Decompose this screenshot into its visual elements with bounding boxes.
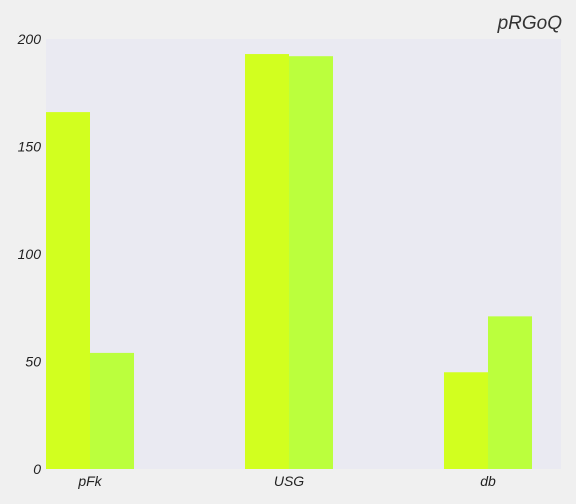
x-tick-label: pFk bbox=[77, 473, 102, 489]
x-tick-label: USG bbox=[274, 473, 304, 489]
chart-title: pRGoQ bbox=[497, 13, 563, 34]
bar-db-series-2 bbox=[488, 316, 532, 469]
y-tick-label: 150 bbox=[18, 139, 42, 155]
y-tick-label: 100 bbox=[18, 246, 42, 262]
bar-USG-series-1 bbox=[245, 54, 289, 470]
y-tick-label: 50 bbox=[25, 354, 41, 370]
bar-pFk-series-2 bbox=[90, 352, 134, 469]
bar-USG-series-2 bbox=[289, 56, 333, 469]
x-axis-ticks: pFk USG db bbox=[77, 473, 496, 489]
y-tick-label: 200 bbox=[17, 31, 42, 47]
bars-group bbox=[46, 54, 532, 470]
bar-db-series-1 bbox=[444, 372, 488, 469]
x-tick-label: db bbox=[480, 473, 496, 489]
y-axis-ticks: 0 50 100 150 200 bbox=[17, 31, 42, 477]
bar-pFk-series-1 bbox=[46, 112, 90, 469]
y-tick-label: 0 bbox=[33, 461, 41, 477]
